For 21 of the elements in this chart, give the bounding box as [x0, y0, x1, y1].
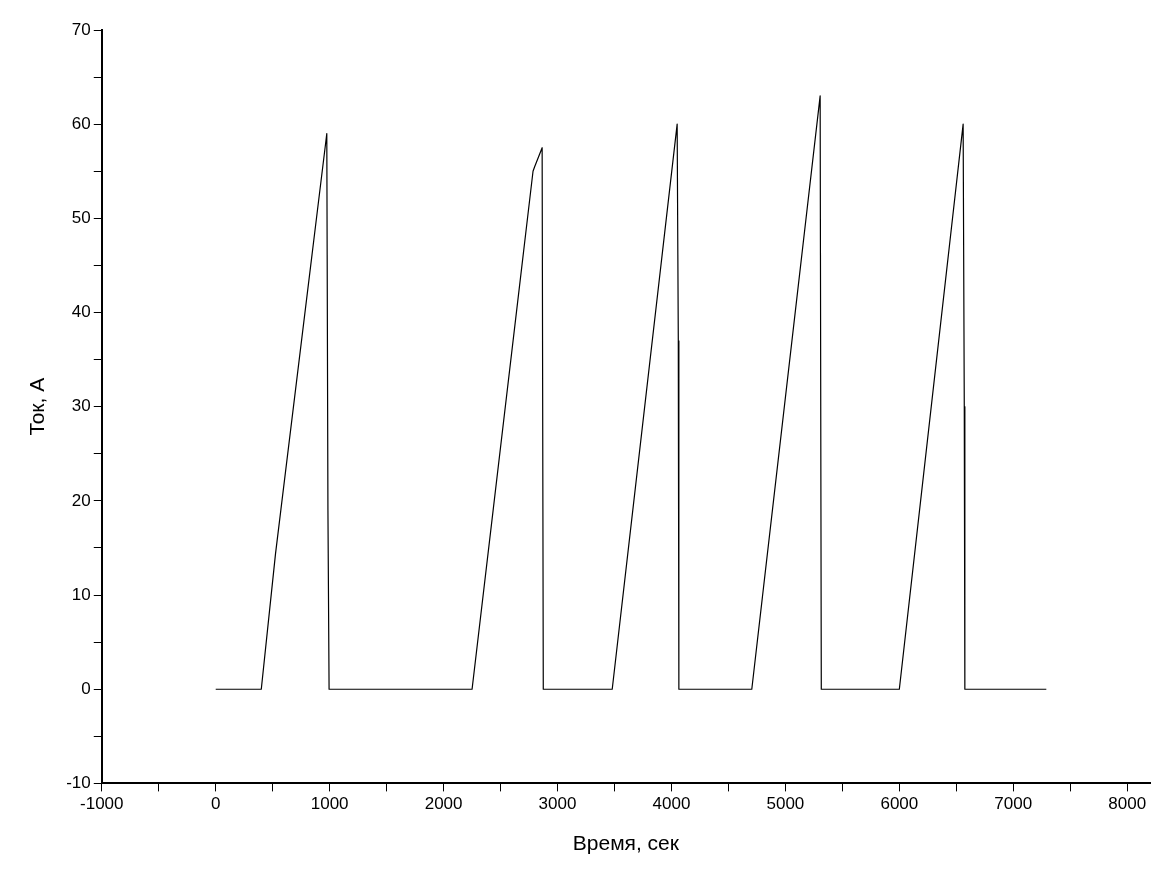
y-tick-label: 20 [71, 490, 91, 510]
y-tick-label: 10 [71, 584, 91, 604]
x-tick-label: -1000 [80, 794, 124, 814]
x-tick-label: 6000 [880, 794, 919, 814]
x-tick-label: 5000 [766, 794, 805, 814]
x-tick-label: 1000 [310, 794, 349, 814]
y-tick-label: 50 [71, 208, 91, 228]
y-tick-label: 60 [71, 113, 91, 133]
y-tick-label: 40 [71, 302, 91, 322]
y-tick-label: -10 [66, 773, 91, 793]
x-tick-label: 4000 [652, 794, 691, 814]
x-tick-label: 7000 [994, 794, 1033, 814]
x-axis-title: Время, сек [572, 831, 680, 855]
y-tick-label: 0 [81, 678, 91, 698]
x-tick-label: 3000 [538, 794, 577, 814]
y-tick-label: 30 [71, 396, 91, 416]
y-axis-title: Ток, А [25, 377, 49, 436]
x-tick-label: 8000 [1108, 794, 1147, 814]
y-tick-label: 70 [71, 19, 91, 39]
x-tick-label: 2000 [424, 794, 463, 814]
x-tick-label: 0 [210, 794, 221, 814]
